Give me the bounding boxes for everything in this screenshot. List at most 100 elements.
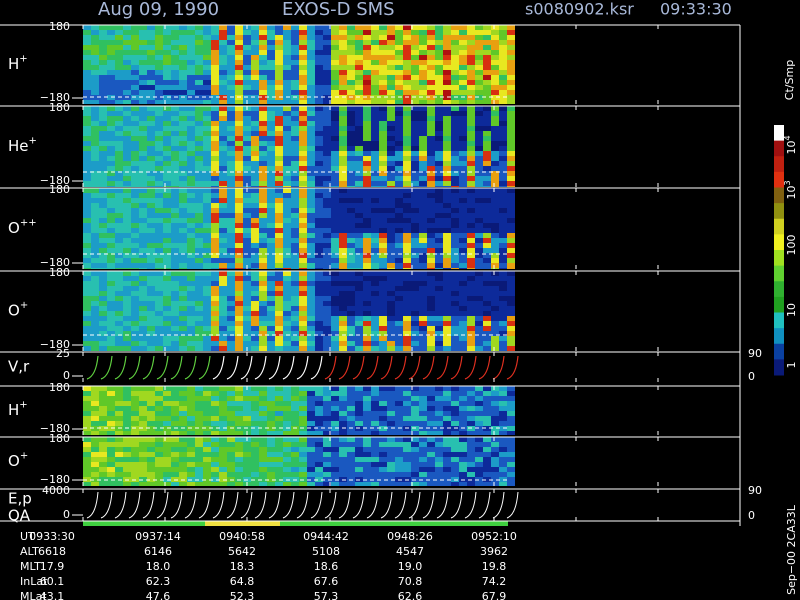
spectrogram-cell (419, 346, 427, 351)
spectrogram-cell (251, 131, 259, 136)
spectrogram-cell (139, 263, 147, 268)
spectrogram-cell (243, 411, 251, 416)
spectrogram-cell (371, 176, 379, 181)
spectrogram-cell (363, 271, 371, 276)
spectrogram-cell (99, 306, 107, 311)
spectrogram-cell (491, 171, 499, 176)
spectrogram-cell (323, 218, 331, 223)
spectrogram-cell (475, 116, 483, 121)
spectrogram-cell (467, 80, 475, 85)
spectrogram-cell (395, 457, 403, 462)
vr-curve (366, 355, 379, 380)
spectrogram-cell (147, 233, 155, 238)
spectrogram-cell (235, 472, 243, 477)
spectrogram-cell (467, 421, 475, 426)
spectrogram-cell (443, 176, 451, 181)
spectrogram-cell (83, 306, 91, 311)
spectrogram-cell (411, 121, 419, 126)
spectrogram-cell (427, 131, 435, 136)
spectrogram-cell (307, 391, 315, 396)
spectrogram-cell (403, 70, 411, 75)
spectrogram-cell (395, 213, 403, 218)
spectrogram-cell (155, 271, 163, 276)
spectrogram-cell (427, 263, 435, 268)
spectrogram-cell (99, 276, 107, 281)
spectrogram-cell (347, 472, 355, 477)
spectrogram-cell (163, 116, 171, 121)
colorbar-cell (774, 343, 784, 360)
spectrogram-cell (187, 50, 195, 55)
spectrogram-cell (355, 131, 363, 136)
spectrogram-cell (91, 75, 99, 80)
spectrogram-cell (99, 233, 107, 238)
spectrogram-cell (83, 401, 91, 406)
spectrogram-cell (435, 331, 443, 336)
spectrogram-cell (355, 146, 363, 151)
spectrogram-cell (315, 426, 323, 431)
ephemeris-value: 64.8 (230, 575, 255, 588)
spectrogram-cell (251, 326, 259, 331)
spectrogram-cell (139, 193, 147, 198)
spectrogram-cell (235, 263, 243, 268)
spectrogram-cell (371, 116, 379, 121)
spectrogram-cell (371, 156, 379, 161)
spectrogram-cell (139, 223, 147, 228)
spectrogram-cell (411, 126, 419, 131)
spectrogram-cell (411, 291, 419, 296)
spectrogram-cell (283, 341, 291, 346)
spectrogram-cell (419, 40, 427, 45)
spectrogram-cell (171, 218, 179, 223)
spectrogram-cell (483, 126, 491, 131)
spectrogram-cell (307, 156, 315, 161)
ephemeris-value: 62.6 (398, 590, 423, 600)
spectrogram-cell (123, 85, 131, 90)
spectrogram-cell (427, 426, 435, 431)
spectrogram-cell (307, 442, 315, 447)
spectrogram-cell (211, 141, 219, 146)
spectrogram-cell (107, 70, 115, 75)
spectrogram-cell (187, 401, 195, 406)
spectrogram-cell (203, 181, 211, 186)
spectrogram-cell (107, 161, 115, 166)
spectrogram-cell (115, 156, 123, 161)
spectrogram-cell (427, 311, 435, 316)
spectrogram-cell (419, 228, 427, 233)
spectrogram-cell (483, 171, 491, 176)
spectrogram-cell (163, 258, 171, 263)
spectrogram-cell (139, 208, 147, 213)
spectrogram-cell (283, 198, 291, 203)
spectrogram-cell (131, 80, 139, 85)
spectrogram-cell (171, 321, 179, 326)
spectrogram-cell (235, 243, 243, 248)
spectrogram-cell (331, 396, 339, 401)
spectrogram-cell (403, 406, 411, 411)
spectrogram-cell (219, 331, 227, 336)
spectrogram-cell (147, 243, 155, 248)
spectrogram-cell (267, 213, 275, 218)
spectrogram-cell (355, 316, 363, 321)
spectrogram-cell (435, 80, 443, 85)
spectrogram-cell (267, 442, 275, 447)
spectrogram-cell (267, 116, 275, 121)
spectrogram-cell (395, 291, 403, 296)
spectrogram-cell (323, 258, 331, 263)
spectrogram-cell (499, 25, 507, 30)
spectrogram-cell (131, 263, 139, 268)
spectrogram-cell (195, 186, 203, 187)
panel-label: QA (8, 507, 31, 525)
spectrogram-cell (187, 151, 195, 156)
spectrogram-cell (323, 472, 331, 477)
spectrogram-cell (115, 65, 123, 70)
spectrogram-cell (227, 203, 235, 208)
spectrogram-cell (243, 291, 251, 296)
spectrogram-cell (475, 286, 483, 291)
spectrogram-cell (211, 106, 219, 111)
spectrogram-cell (107, 116, 115, 121)
spectrogram-cell (171, 442, 179, 447)
spectrogram-cell (307, 406, 315, 411)
spectrogram-cell (227, 462, 235, 467)
spectrogram-cell (203, 341, 211, 346)
spectrogram-cell (259, 166, 267, 171)
spectrogram-cell (339, 396, 347, 401)
